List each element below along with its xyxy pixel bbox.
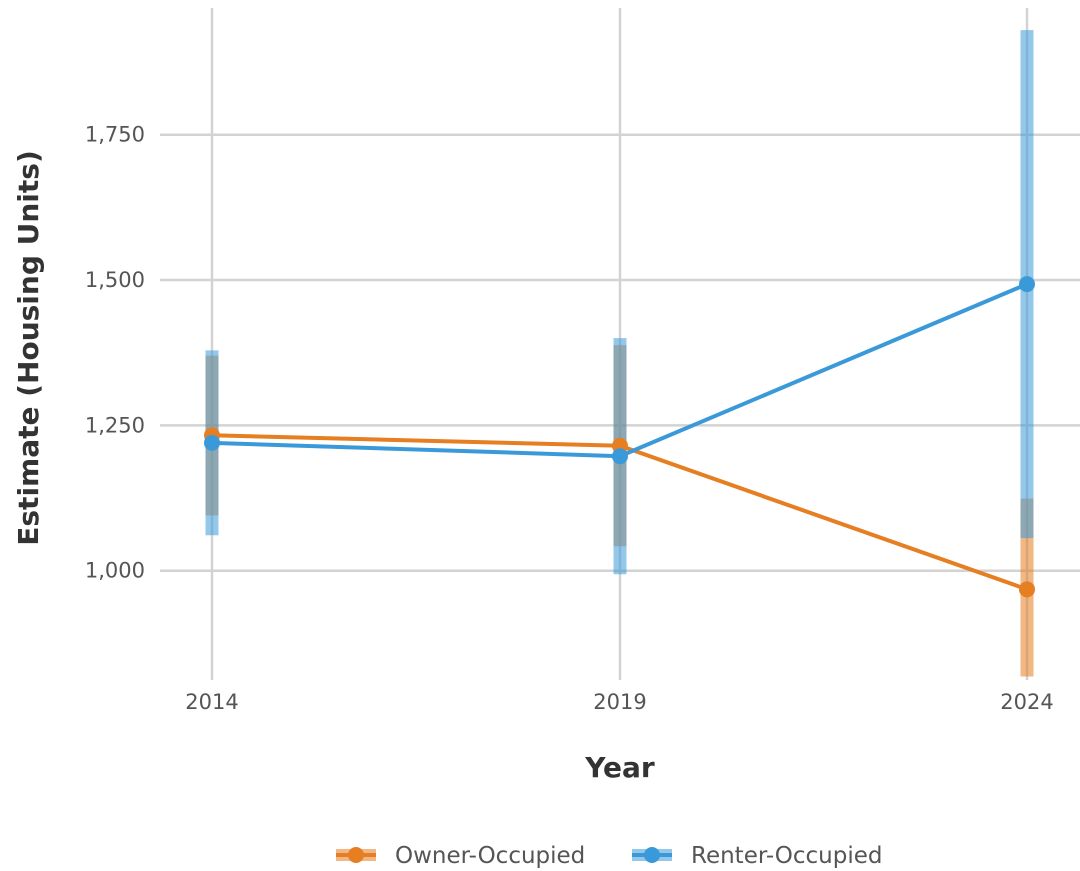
x-tick-label: 2014 [185,690,238,714]
y-axis-title: Estimate (Housing Units) [12,150,45,545]
data-point-renter [1019,276,1035,293]
x-tick-label: 2019 [593,690,646,714]
x-tick-label: 2024 [1000,690,1053,714]
series-points [204,276,1035,598]
x-axis-title: Year [584,751,655,784]
y-tick-label: 1,750 [85,123,145,147]
legend-key-point-owner [348,847,364,863]
data-point-owner [1019,581,1035,598]
y-tick-label: 1,250 [85,413,145,437]
legend-key-point-renter [644,847,660,863]
data-point-renter [612,448,628,465]
x-tick-labels: 2014 2019 2024 [185,690,1053,714]
y-tick-label: 1,500 [85,268,145,292]
legend-label-renter: Renter-Occupied [691,843,882,869]
legend: Owner-Occupied Renter-Occupied [336,843,882,869]
y-tick-labels: 1,000 1,250 1,500 1,750 [85,123,145,583]
legend-label-owner: Owner-Occupied [395,843,585,869]
y-tick-label: 1,000 [85,559,145,583]
data-point-renter [204,434,220,451]
